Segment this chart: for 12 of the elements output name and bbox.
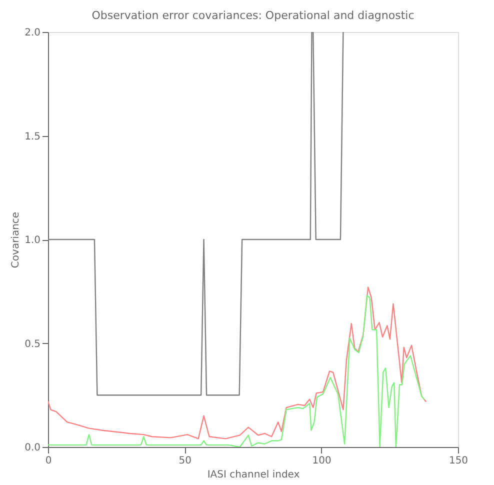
y-tick-label: 1.0 xyxy=(24,235,40,246)
y-axis-title: Covariance xyxy=(10,212,22,268)
y-tick-label: 1.5 xyxy=(24,131,40,142)
y-tick-label: 0.5 xyxy=(24,338,40,350)
y-tick-label: 0.0 xyxy=(24,442,40,454)
x-axis-title: IASI channel index xyxy=(207,470,300,480)
x-tick-label: 0 xyxy=(45,456,52,466)
x-tick-label: 150 xyxy=(448,456,468,466)
x-tick-label: 100 xyxy=(312,456,332,466)
x-tick-label: 50 xyxy=(178,456,192,466)
y-tick-label: 2.0 xyxy=(24,28,40,38)
chart-title: Observation error covariances: Operational and diagnostic xyxy=(92,9,414,22)
